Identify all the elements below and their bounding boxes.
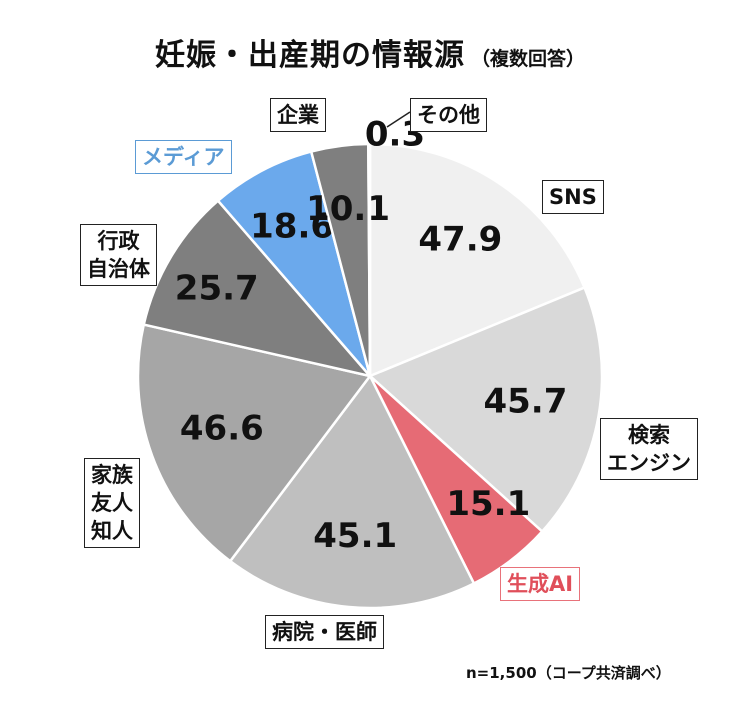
slice-value-sns: 47.9 [418,220,502,260]
slice-value-hospital-doctor: 45.1 [313,516,397,556]
other-leader-line [386,111,411,128]
slice-value-family-friends: 46.6 [180,409,264,449]
source-note: n=1,500（コープ共済調べ） [466,664,671,682]
slice-value-generative-ai: 15.1 [446,484,530,524]
slice-label-media: メディア [135,140,232,174]
slice-value-company: 10.1 [306,189,390,229]
chart-subtitle: （複数回答） [470,48,585,70]
slice-label-government: 行政 自治体 [80,224,157,286]
slice-label-family-friends: 家族 友人 知人 [84,458,140,548]
pie-slice-search-engine [367,285,604,534]
pie-slice-other [367,142,372,377]
slice-value-search-engine: 45.7 [483,381,567,421]
slice-value-media: 18.6 [250,207,334,247]
chart-title-row: 妊娠・出産期の情報源 （複数回答） [0,30,740,74]
slice-label-generative-ai: 生成AI [500,567,581,601]
slice-label-hospital-doctor: 病院・医師 [265,615,384,649]
pie-slice-hospital-doctor [228,373,476,610]
pie-slice-government [142,198,374,379]
slice-label-company: 企業 [270,98,326,132]
pie-slice-sns [368,142,587,378]
slice-label-other: その他 [410,98,487,132]
slice-label-search-engine: 検索 エンジン [600,418,698,480]
pie-slice-family-friends [136,323,373,563]
slice-value-government: 25.7 [175,269,259,309]
chart-title: 妊娠・出産期の情報源 [154,38,465,73]
pie-slice-media [216,150,372,377]
slice-label-sns: SNS [542,180,604,214]
